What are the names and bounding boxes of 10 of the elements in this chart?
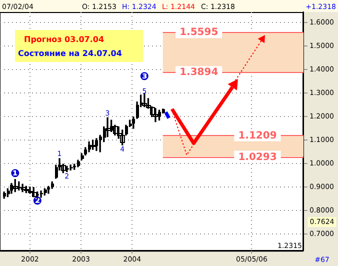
ref-line-label: 1.0293 [238, 152, 277, 163]
ref-line-label: 1.3894 [180, 67, 218, 78]
ref-line-label: 1.1209 [238, 130, 277, 142]
candlestick [70, 164, 73, 171]
annotation: ❷ [32, 194, 42, 208]
annotation: ❸ [140, 70, 150, 84]
ref-line-label: 1.5595 [180, 27, 218, 38]
annotation: ❶ [10, 167, 20, 180]
text: Прогноз 03.07.04 [24, 35, 104, 44]
text: Состояние на 24.07.04 [18, 49, 122, 58]
